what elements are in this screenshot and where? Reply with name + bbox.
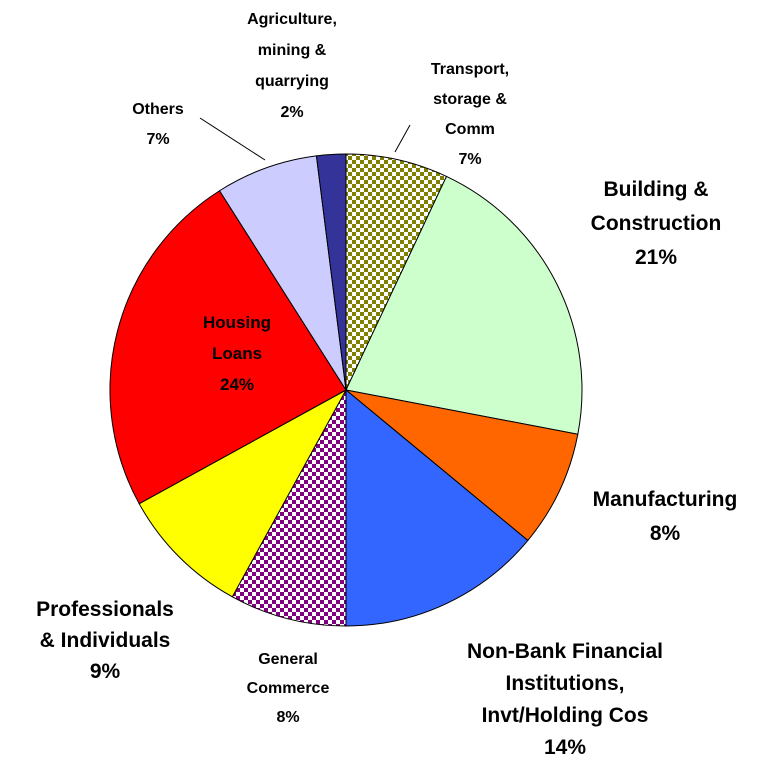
slice-label: Agriculture, mining & quarrying 2% <box>247 11 337 121</box>
label-line: Institutions, <box>506 672 625 695</box>
slice-label: Others 7% <box>132 101 184 148</box>
value-label: 14% <box>544 736 586 757</box>
value-label: 2% <box>280 104 303 121</box>
slice-label: Professionals & Individuals 9% <box>36 598 174 683</box>
value-label: 8% <box>276 709 299 726</box>
label-line: Manufacturing <box>593 488 738 511</box>
label-line: Commerce <box>247 680 330 697</box>
value-label: 7% <box>458 151 481 168</box>
label-line: Construction <box>591 212 722 235</box>
label-line: Transport, <box>431 61 509 78</box>
label-line: Comm <box>445 121 495 138</box>
pie-slice <box>345 153 448 391</box>
slice-label: Manufacturing 8% <box>593 488 738 545</box>
label-line: & Individuals <box>40 629 171 652</box>
label-line: General <box>258 651 318 668</box>
label-line: Invt/Holding Cos <box>482 704 649 727</box>
label-line: Others <box>132 101 184 118</box>
pie-slice <box>345 388 529 627</box>
label-line: quarrying <box>255 73 329 90</box>
slice-label: Transport, storage & Comm 7% <box>431 61 509 168</box>
leader-line <box>394 124 411 153</box>
value-label: 9% <box>90 660 121 683</box>
value-label: 7% <box>146 131 169 148</box>
slice-label: General Commerce 8% <box>247 651 330 726</box>
pie-slice <box>109 190 347 505</box>
value-label: 21% <box>635 246 677 269</box>
value-label: 8% <box>650 522 681 545</box>
label-line: Loans <box>212 344 262 363</box>
slice-label: Housing Loans 24% <box>203 313 271 394</box>
label-line: Professionals <box>36 598 174 621</box>
pie-slice <box>231 389 347 627</box>
leader-line <box>199 117 266 161</box>
pie-slice <box>138 388 348 598</box>
label-line: Agriculture, <box>247 11 337 28</box>
label-line: mining & <box>258 42 327 59</box>
slice-label: Building & Construction 21% <box>591 178 722 269</box>
pie-slice <box>345 389 579 542</box>
label-line: storage & <box>433 91 507 108</box>
slice-label: Non-Bank Financial Institutions, Invt/Hold… <box>467 640 663 757</box>
label-line: Non-Bank Financial <box>467 640 663 663</box>
value-label: 24% <box>220 375 254 394</box>
label-line: Housing <box>203 313 271 332</box>
pie-slice <box>345 175 583 435</box>
pie-slice <box>315 153 347 391</box>
pie-slice <box>218 155 347 391</box>
label-line: Building & <box>604 178 709 201</box>
